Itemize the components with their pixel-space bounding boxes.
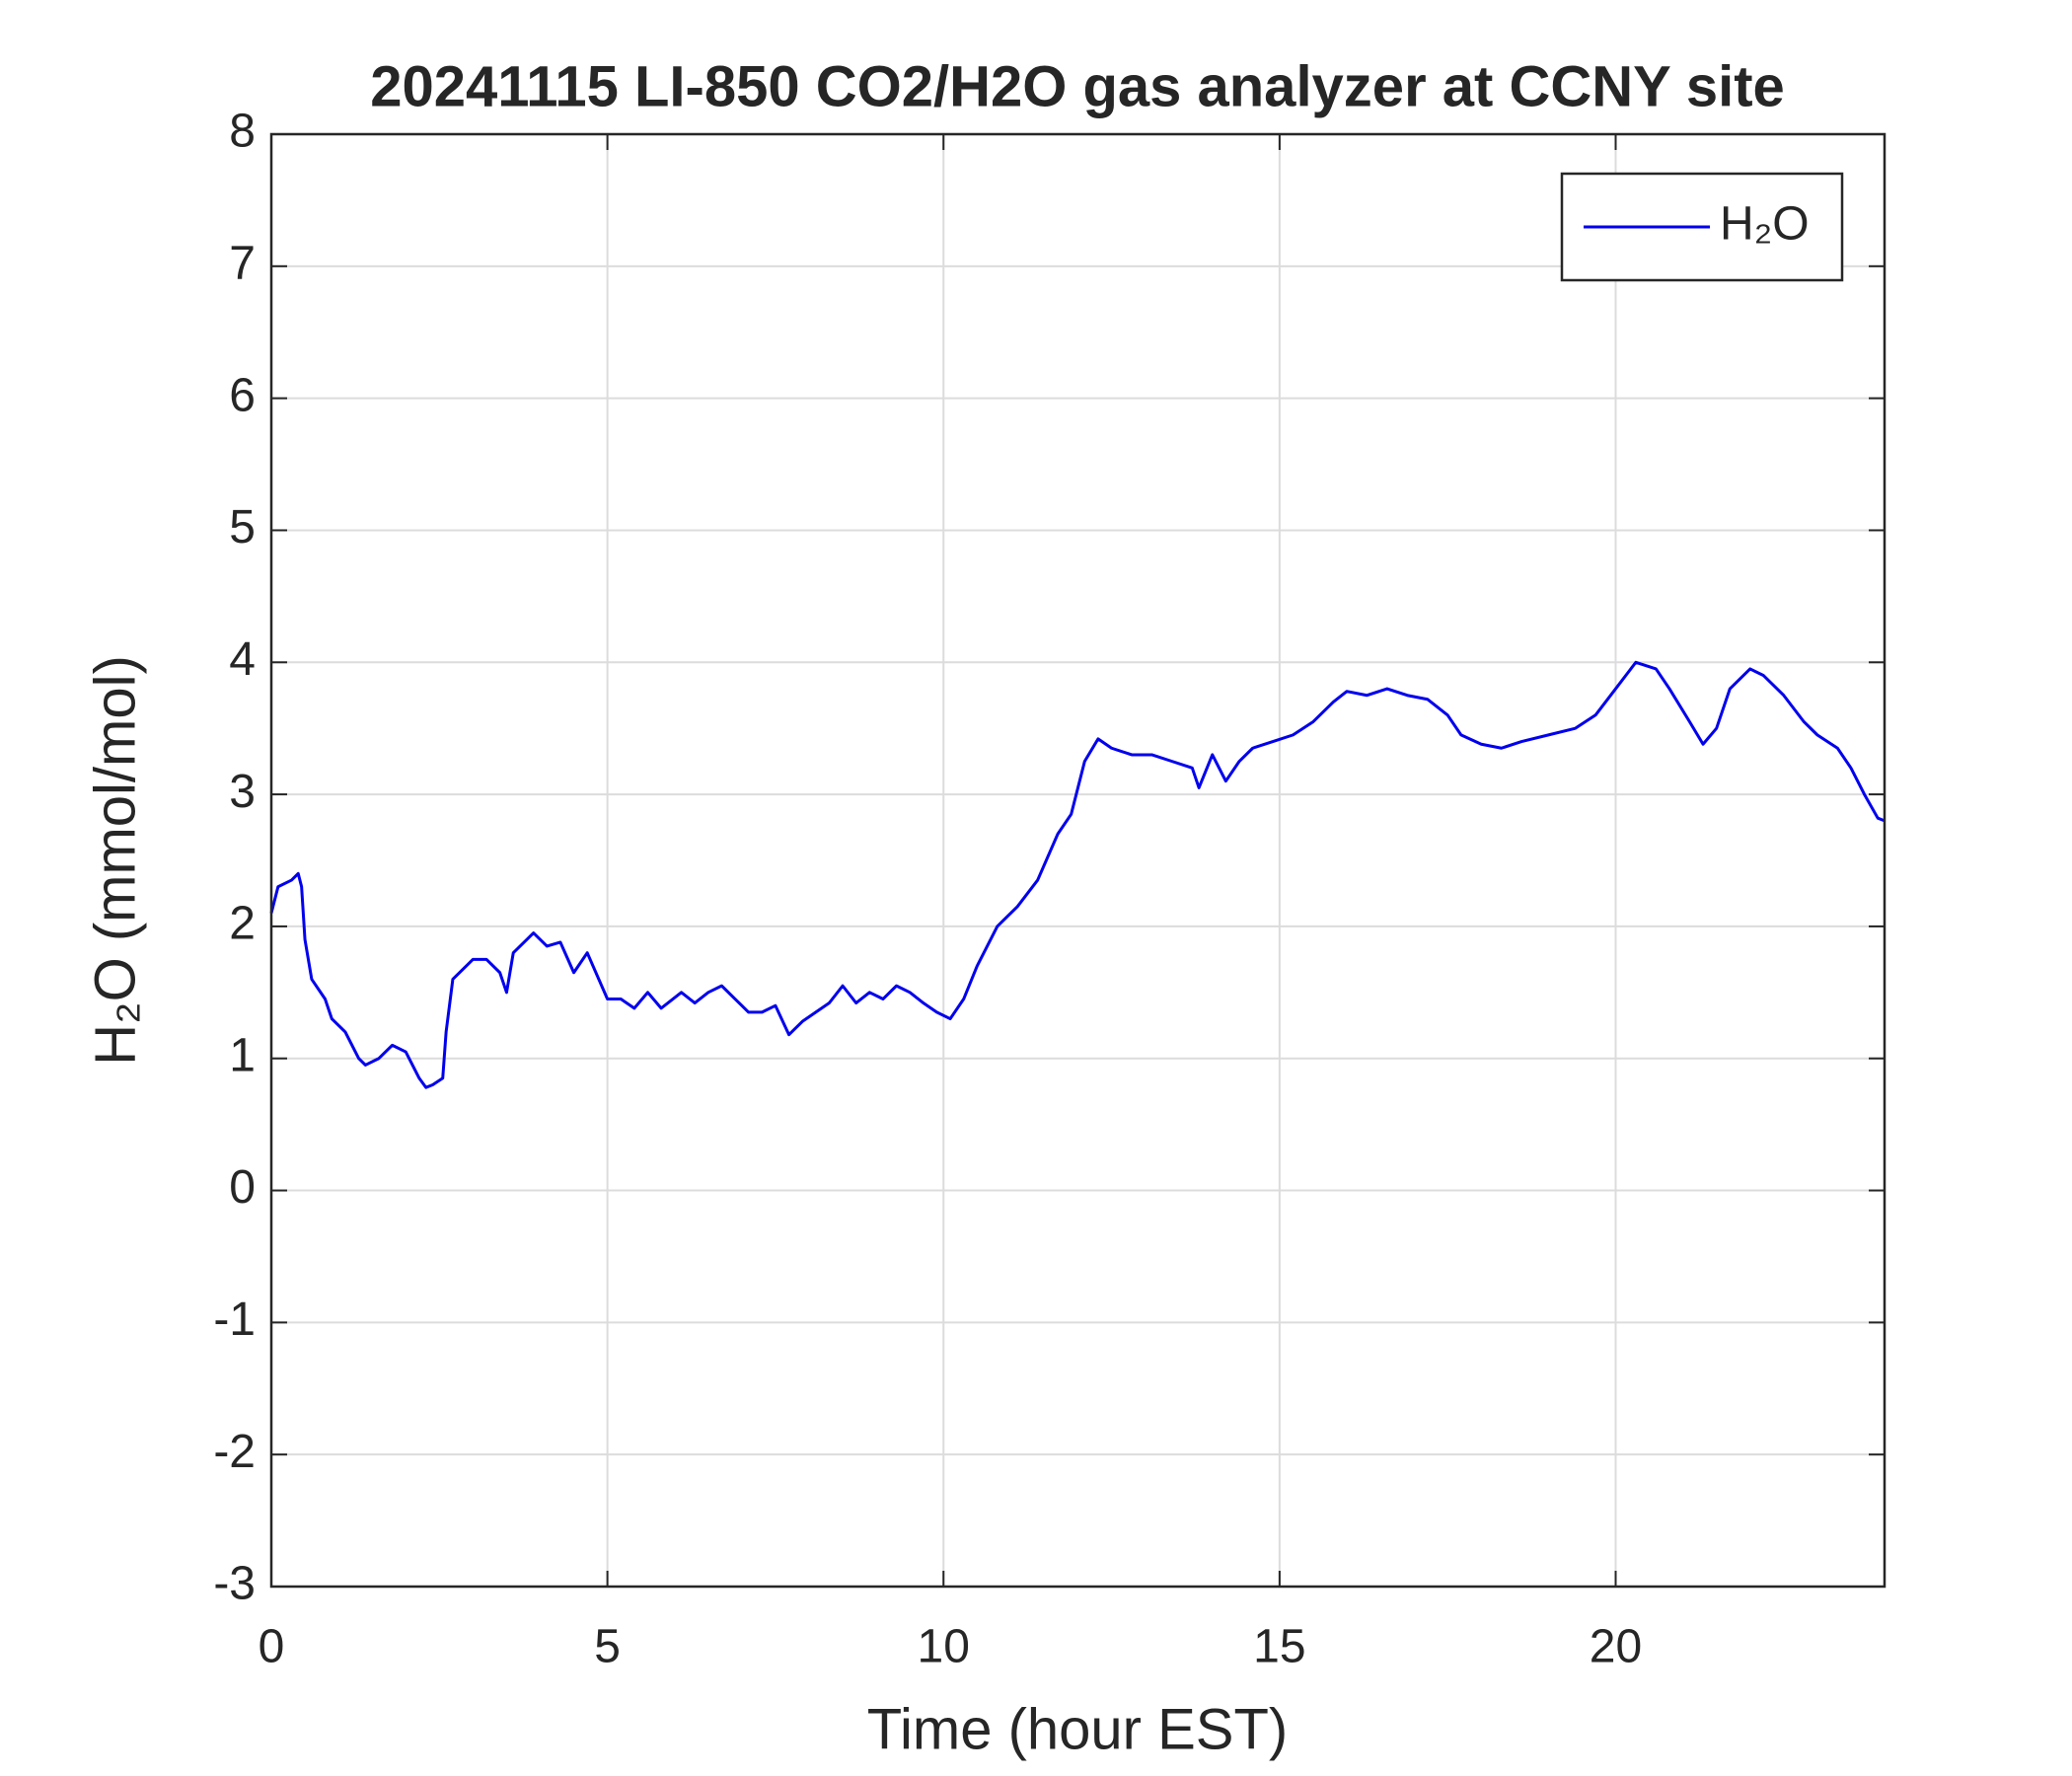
y-tick-label: 4 bbox=[229, 633, 256, 686]
y-tick-label: 3 bbox=[229, 766, 256, 818]
y-tick-label: -2 bbox=[213, 1426, 256, 1478]
y-tick-label: 1 bbox=[229, 1029, 256, 1081]
axes-box bbox=[269, 132, 1887, 1589]
y-tick-label: 8 bbox=[229, 106, 256, 158]
x-tick-label: 10 bbox=[918, 1621, 970, 1673]
x-tick-label: 5 bbox=[594, 1621, 621, 1673]
y-tick-label: 2 bbox=[229, 898, 256, 950]
y-tick-label: 5 bbox=[229, 501, 256, 554]
y-axis-label: H₂O (mmol/mol) bbox=[83, 655, 147, 1066]
y-tick-label: 0 bbox=[229, 1161, 256, 1214]
x-axis-label: Time (hour EST) bbox=[867, 1697, 1288, 1761]
legend-label: H₂O bbox=[1720, 198, 1810, 251]
y-tick-label: 6 bbox=[229, 369, 256, 421]
x-tick-label: 15 bbox=[1253, 1621, 1305, 1673]
data-line bbox=[269, 660, 1886, 1089]
y-tick-label: -3 bbox=[213, 1558, 256, 1610]
x-tick-label: 0 bbox=[259, 1621, 285, 1673]
x-tick-label: 20 bbox=[1590, 1621, 1642, 1673]
plot-area bbox=[271, 134, 1885, 1587]
y-tick-label: -1 bbox=[213, 1294, 256, 1346]
chart-title: 20241115 LI-850 CO2/H2O gas analyzer at … bbox=[370, 54, 1785, 118]
y-tick-label: 7 bbox=[229, 237, 256, 289]
